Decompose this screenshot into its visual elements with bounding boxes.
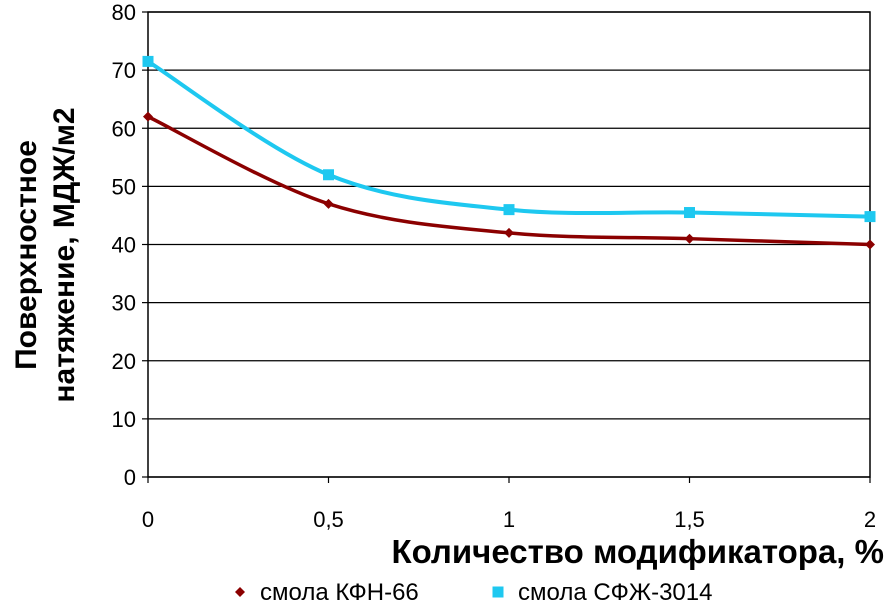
x-tick-label-0: 0: [142, 507, 154, 532]
y-tick-label-70: 70: [112, 58, 136, 83]
y-tick-label-80: 80: [112, 0, 136, 25]
y-axis-title-line-2: натяжение, МДЖ/м2: [48, 107, 81, 402]
series-1: [143, 111, 875, 250]
data-point-1-3: [684, 233, 695, 244]
y-tick-label-50: 50: [112, 174, 136, 199]
y-tick-label-40: 40: [112, 233, 136, 258]
y-tick-label-0: 0: [124, 465, 136, 490]
x-axis-title: Количество модификатора, %: [391, 533, 884, 570]
data-point-2-1: [323, 169, 334, 181]
x-tick-label-3: 1,5: [674, 507, 705, 532]
y-tick-label-20: 20: [112, 349, 136, 374]
y-tick-label-30: 30: [112, 291, 136, 316]
gridlines: [148, 11, 870, 478]
data-point-2-3: [684, 207, 695, 219]
data-point-1-4: [865, 239, 875, 250]
y-tick-label-10: 10: [112, 407, 136, 432]
x-tick-label-2: 1: [503, 507, 515, 532]
x-axis-ticks: 0 0,5 1 1,5 2: [142, 477, 876, 532]
data-point-2-2: [503, 204, 515, 216]
legend-marker-1: [235, 587, 245, 597]
legend: смола КФН-66 смола СФЖ-3014: [235, 579, 712, 606]
y-tick-label-60: 60: [112, 116, 136, 141]
data-point-2-0: [142, 55, 154, 67]
data-point-1-2: [504, 227, 514, 238]
series-layer: [142, 55, 876, 250]
y-axis-title-line-1: Поверхностное: [10, 140, 43, 370]
x-tick-label-1: 0,5: [313, 507, 344, 532]
legend-label-2: смола СФЖ-3014: [518, 579, 712, 606]
legend-label-1: смола КФН-66: [260, 579, 419, 606]
legend-marker-2: [492, 586, 504, 598]
data-point-1-1: [323, 198, 334, 209]
x-tick-label-4: 2: [864, 507, 876, 532]
series-2: [142, 55, 876, 223]
y-axis-ticks: 0 10 20 30 40 50 60 70 80: [112, 0, 148, 490]
data-point-1-0: [143, 111, 153, 122]
data-point-2-4: [864, 211, 876, 223]
series-line-2: [146, 59, 871, 219]
